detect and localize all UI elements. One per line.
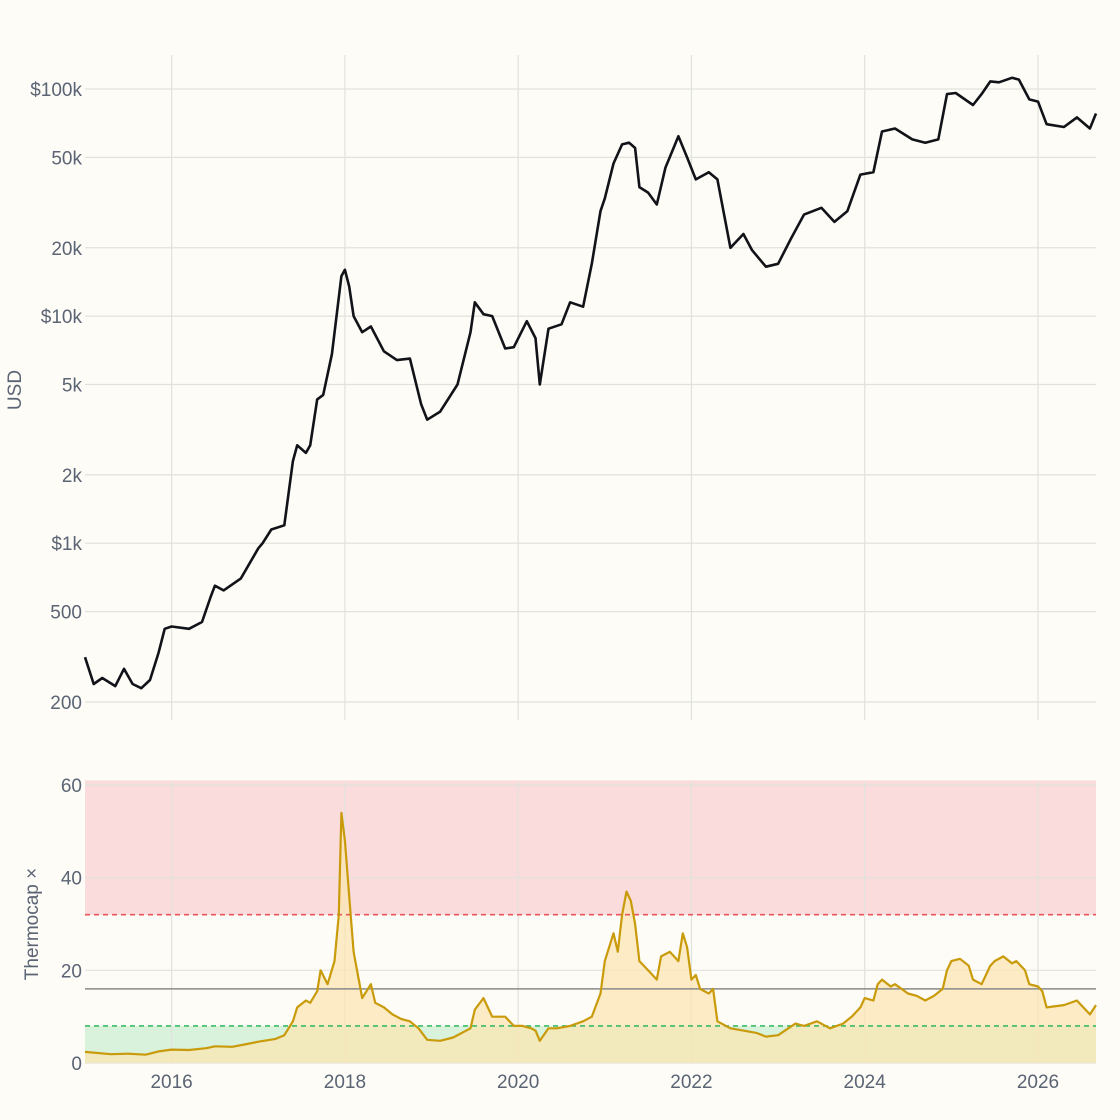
thermocap-series-line — [84, 811, 1097, 1056]
x-tick-label: 2016 — [150, 1072, 192, 1093]
x-axis-tick-labels: 2016 2018 2020 2022 2024 2026 — [150, 1072, 1059, 1093]
price-y-tick-label: 20k — [51, 239, 82, 260]
thermocap-y-tick-label: 0 — [71, 1054, 82, 1075]
thermocap-y-tick-label: 20 — [61, 961, 82, 982]
x-tick-label: 2020 — [497, 1072, 539, 1093]
overheated-zone — [85, 780, 1096, 915]
thermocap-y-tick-label: 40 — [61, 869, 82, 890]
x-tick-label: 2026 — [1017, 1072, 1059, 1093]
price-y-tick-label: 200 — [50, 693, 82, 714]
price-gridlines — [85, 55, 1096, 720]
thermocap-panel: 0 20 40 60 2016 2018 2020 2022 2024 2026 Thermoc… — [22, 776, 1097, 1093]
price-y-tick-label: $100k — [30, 80, 82, 101]
price-y-tick-label: 500 — [50, 603, 82, 624]
x-tick-label: 2024 — [844, 1072, 887, 1093]
thermocap-threshold-lines — [85, 913, 1096, 1027]
price-y-tick-label: 2k — [62, 466, 83, 487]
x-tick-label: 2018 — [324, 1072, 366, 1093]
x-tick-label: 2022 — [670, 1072, 712, 1093]
price-y-tick-label: $1k — [51, 534, 82, 555]
thermocap-series-fill — [85, 812, 1096, 1063]
price-y-tick-label: 5k — [62, 375, 83, 396]
price-y-tick-label: $10k — [41, 307, 83, 328]
price-panel: $100k 50k 20k $10k 5k 2k $1k 500 200 USD — [5, 55, 1098, 720]
price-y-tick-labels: $100k 50k 20k $10k 5k 2k $1k 500 200 — [30, 80, 82, 714]
price-series-line — [83, 76, 1098, 690]
price-y-axis-title: USD — [5, 370, 26, 410]
thermocap-y-axis-title: Thermocap × — [22, 868, 43, 980]
price-y-tick-label: 50k — [51, 148, 82, 169]
thermocap-y-tick-label: 60 — [61, 776, 82, 797]
thermocap-y-tick-labels: 0 20 40 60 — [61, 776, 82, 1075]
